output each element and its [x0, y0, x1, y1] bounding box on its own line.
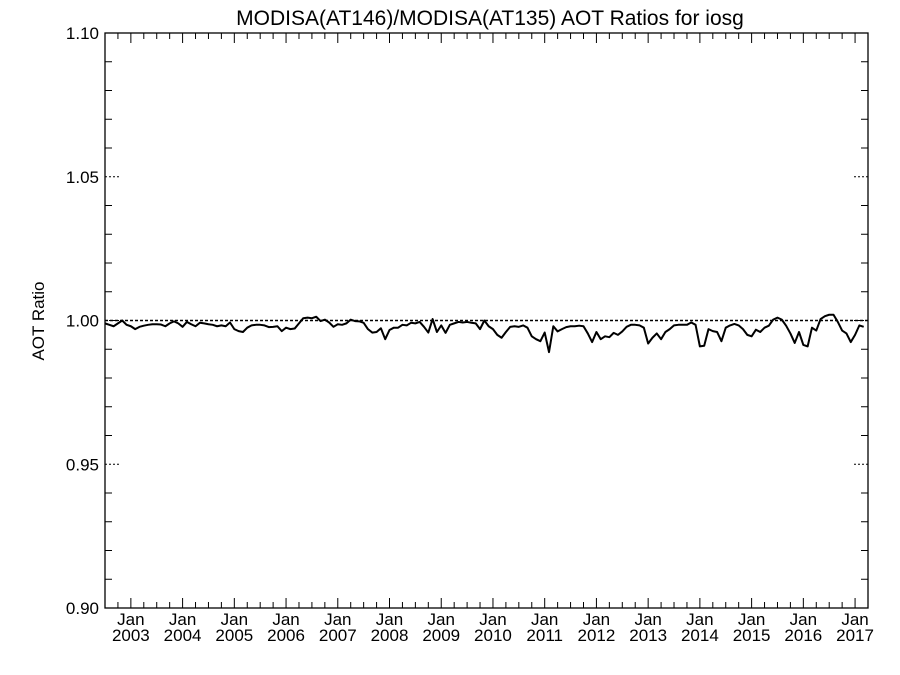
x-tick-label-month: Jan [221, 610, 248, 629]
x-tick-label-year: 2016 [784, 626, 822, 645]
x-tick-labels: Jan2003Jan2004Jan2005Jan2006Jan2007Jan20… [112, 610, 874, 645]
x-tick-label-year: 2010 [474, 626, 512, 645]
x-tick-label-year: 2003 [112, 626, 150, 645]
x-tick-label-month: Jan [531, 610, 558, 629]
x-tick-label-month: Jan [790, 610, 817, 629]
x-tick-label-month: Jan [738, 610, 765, 629]
x-tick-label-year: 2015 [733, 626, 771, 645]
y-tick-label: 0.90 [66, 599, 99, 618]
x-tick-label-month: Jan [686, 610, 713, 629]
series-line [104, 313, 865, 354]
x-tick-label-month: Jan [841, 610, 868, 629]
y-tick-label: 0.95 [66, 455, 99, 474]
x-tick-label-year: 2009 [422, 626, 460, 645]
x-tick-label-year: 2012 [578, 626, 616, 645]
x-tick-label-month: Jan [376, 610, 403, 629]
x-tick-label-year: 2004 [164, 626, 202, 645]
x-tick-label-month: Jan [634, 610, 661, 629]
x-tick-label-month: Jan [479, 610, 506, 629]
x-tick-label-month: Jan [169, 610, 196, 629]
plot-frame [104, 32, 869, 609]
x-tick-label-year: 2014 [681, 626, 719, 645]
x-tick-label-year: 2008 [371, 626, 409, 645]
x-tick-label-month: Jan [117, 610, 144, 629]
x-tick-label-month: Jan [428, 610, 455, 629]
x-tick-label-month: Jan [272, 610, 299, 629]
y-axis-label: AOT Ratio [29, 281, 48, 360]
x-tick-label-year: 2007 [319, 626, 357, 645]
x-tick-label-year: 2013 [629, 626, 667, 645]
y-tick-label: 1.05 [66, 168, 99, 187]
y-tick-label: 1.00 [66, 312, 99, 331]
x-tick-label-year: 2006 [267, 626, 305, 645]
x-tick-label-year: 2005 [215, 626, 253, 645]
x-tick-label-month: Jan [324, 610, 351, 629]
x-tick-label-month: Jan [583, 610, 610, 629]
x-tick-label-year: 2017 [836, 626, 874, 645]
ticks-group [104, 33, 869, 608]
x-tick-label-year: 2011 [526, 626, 563, 645]
chart-title: MODISA(AT146)/MODISA(AT135) AOT Ratios f… [236, 7, 744, 30]
series-group [104, 313, 865, 354]
y-tick-label: 1.10 [66, 24, 99, 43]
y-tick-labels: 0.90 0.95 1.00 1.05 1.10 [66, 24, 99, 618]
